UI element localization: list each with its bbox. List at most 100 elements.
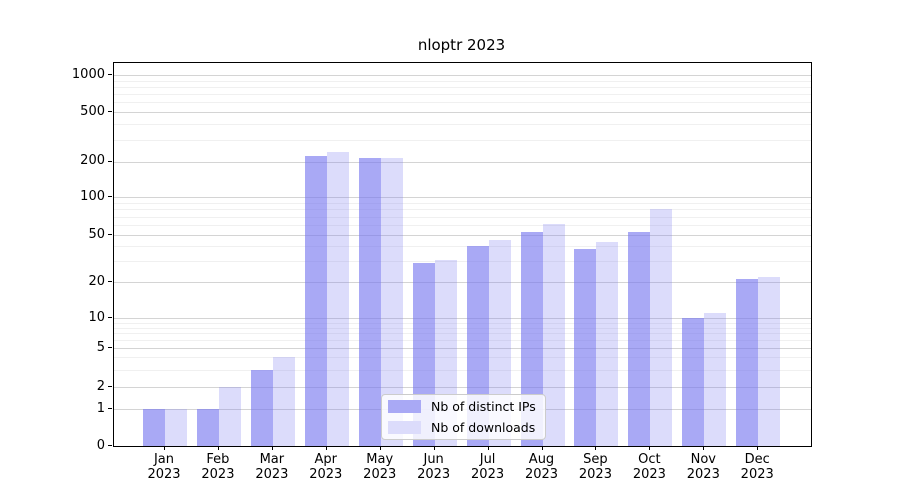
gridline-40	[114, 246, 811, 248]
x-tick-mark-nov	[703, 446, 705, 450]
bar-downloads-mar	[272, 357, 295, 446]
y-tick-mark-100	[108, 196, 112, 197]
y-tick-mark-1000	[108, 74, 112, 75]
x-tick-label-may: May 2023	[363, 452, 397, 482]
bar-ips-oct	[628, 231, 651, 446]
bar-downloads-sep	[596, 241, 619, 446]
bar-ips-apr	[304, 156, 327, 446]
legend-label-downloads: Nb of downloads	[431, 420, 536, 435]
y-tick-mark-200	[108, 160, 112, 162]
y-tick-label-1000: 1000	[71, 66, 105, 82]
gridline-7	[114, 333, 811, 335]
legend-item-downloads: Nb of downloads	[388, 418, 539, 437]
gridline-500	[114, 112, 811, 113]
legend: Nb of distinct IPs Nb of downloads	[381, 394, 546, 440]
y-tick-mark-5	[108, 347, 112, 348]
gridline-2	[114, 387, 811, 388]
legend-swatch-distinct-ips-icon	[388, 400, 421, 413]
bar-ips-nov	[682, 318, 705, 446]
bar-downloads-aug	[542, 224, 565, 446]
gridline-800	[114, 86, 811, 88]
gridline-5	[114, 348, 811, 349]
y-tick-mark-0	[108, 445, 112, 446]
y-tick-label-1: 1	[96, 400, 105, 416]
x-tick-label-sep: Sep 2023	[578, 452, 612, 482]
legend-label-distinct-ips: Nb of distinct IPs	[431, 399, 536, 414]
bar-ips-jan	[143, 409, 165, 446]
gridline-300	[114, 139, 811, 141]
x-tick-label-mar: Mar 2023	[255, 452, 289, 482]
bar-downloads-may	[380, 158, 403, 446]
x-tick-mark-jun	[433, 446, 435, 450]
gridline-60	[114, 225, 811, 226]
bar-downloads-feb	[218, 387, 241, 446]
y-tick-label-500: 500	[80, 103, 105, 119]
legend-item-distinct-ips: Nb of distinct IPs	[388, 397, 539, 416]
chart-title: nloptr 2023	[417, 36, 506, 54]
y-tick-label-2: 2	[96, 378, 105, 394]
x-tick-label-jul: Jul 2023	[471, 452, 505, 482]
bar-ips-may	[358, 157, 381, 446]
x-tick-mark-dec	[757, 446, 759, 450]
y-tick-label-10: 10	[88, 309, 105, 325]
gridline-1000	[114, 75, 811, 76]
bar-ips-sep	[574, 249, 597, 446]
y-tick-label-100: 100	[80, 188, 105, 204]
legend-swatch-downloads-icon	[388, 421, 421, 434]
bar-downloads-jan	[165, 409, 187, 446]
x-tick-mark-oct	[649, 446, 651, 450]
y-tick-label-5: 5	[96, 339, 105, 355]
plot-area: Nb of distinct IPs Nb of downloads	[113, 62, 812, 447]
gridline-3	[114, 369, 811, 371]
y-tick-label-50: 50	[88, 226, 105, 242]
x-tick-mark-jan	[164, 446, 165, 450]
bar-ips-mar	[250, 369, 273, 446]
y-tick-label-20: 20	[88, 273, 105, 289]
gridline-700	[114, 94, 811, 96]
bar-downloads-apr	[326, 151, 349, 446]
gridline-600	[114, 102, 811, 104]
gridline-4	[114, 357, 811, 359]
gridline-20	[114, 282, 811, 283]
gridline-50	[114, 235, 811, 236]
x-tick-label-jan: Jan 2023	[147, 452, 181, 482]
gridline-8	[114, 327, 811, 329]
x-tick-mark-feb	[217, 446, 219, 450]
bar-downloads-dec	[758, 277, 781, 446]
gridline-30	[114, 261, 811, 263]
x-tick-mark-apr	[325, 446, 327, 450]
bar-ips-aug	[520, 231, 543, 446]
x-tick-mark-mar	[271, 446, 273, 450]
gridline-10	[114, 318, 811, 319]
y-tick-mark-20	[108, 281, 112, 282]
gridline-80	[114, 209, 811, 211]
bar-ips-dec	[736, 279, 759, 446]
bar-ips-feb	[196, 409, 219, 446]
y-tick-mark-50	[108, 234, 112, 235]
x-tick-label-aug: Aug 2023	[524, 452, 559, 482]
y-tick-label-200: 200	[80, 153, 105, 168]
gridline-200	[114, 161, 811, 163]
gridline-9	[114, 322, 811, 324]
bar-downloads-oct	[650, 209, 673, 446]
x-tick-label-nov: Nov 2023	[686, 452, 720, 482]
gridline-400	[114, 124, 811, 126]
x-tick-label-oct: Oct 2023	[632, 452, 666, 482]
x-tick-mark-may	[379, 446, 381, 450]
gridline-900	[114, 80, 811, 82]
y-tick-mark-2	[108, 386, 112, 387]
x-tick-label-feb: Feb 2023	[201, 452, 235, 482]
gridline-90	[114, 202, 811, 204]
x-tick-label-apr: Apr 2023	[309, 452, 343, 482]
x-tick-mark-sep	[595, 446, 597, 450]
x-tick-mark-aug	[541, 446, 543, 450]
x-tick-label-dec: Dec 2023	[740, 452, 774, 482]
gridline-100	[114, 197, 811, 198]
y-tick-mark-10	[108, 317, 112, 318]
y-tick-mark-1	[108, 408, 112, 409]
gridline-70	[114, 216, 811, 218]
y-tick-mark-500	[108, 111, 112, 112]
x-tick-mark-jul	[487, 446, 489, 450]
y-tick-label-0: 0	[96, 437, 105, 453]
